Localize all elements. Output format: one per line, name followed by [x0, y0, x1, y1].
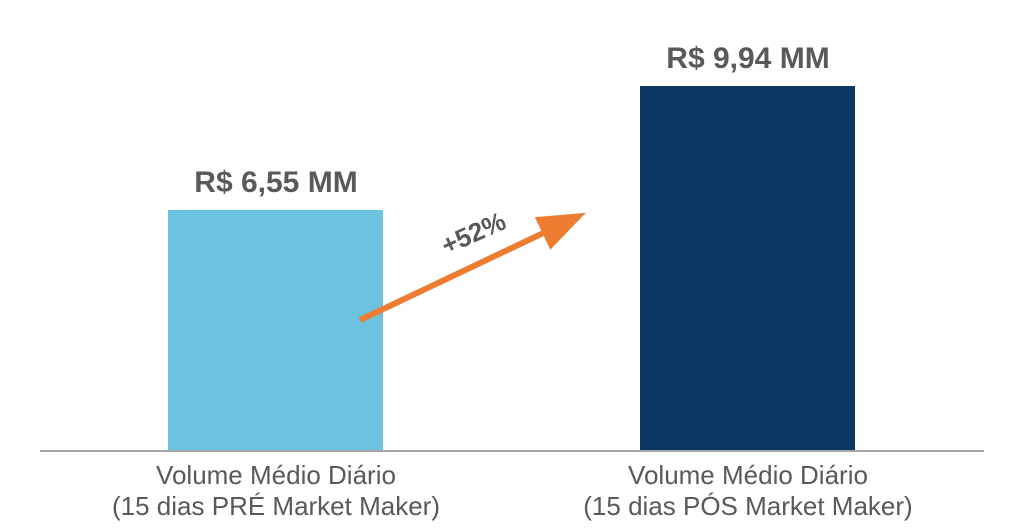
bar-value-label: R$ 6,55 MM [194, 166, 357, 200]
plot-area: R$ 6,55 MM R$ 9,94 MM [40, 0, 984, 450]
x-axis [40, 450, 984, 452]
bar [640, 86, 855, 450]
x-axis-label: Volume Médio Diário(15 dias PRÉ Market M… [64, 460, 489, 522]
bar [168, 210, 383, 450]
bar-group-1: R$ 9,94 MM [536, 0, 961, 450]
x-axis-labels: Volume Médio Diário(15 dias PRÉ Market M… [40, 460, 984, 522]
bar-group-0: R$ 6,55 MM [64, 0, 489, 450]
bar-chart: R$ 6,55 MM R$ 9,94 MM Volume Médio Diário… [0, 0, 1024, 530]
x-axis-label: Volume Médio Diário(15 dias PÓS Market M… [536, 460, 961, 522]
bar-value-label: R$ 9,94 MM [666, 42, 829, 76]
